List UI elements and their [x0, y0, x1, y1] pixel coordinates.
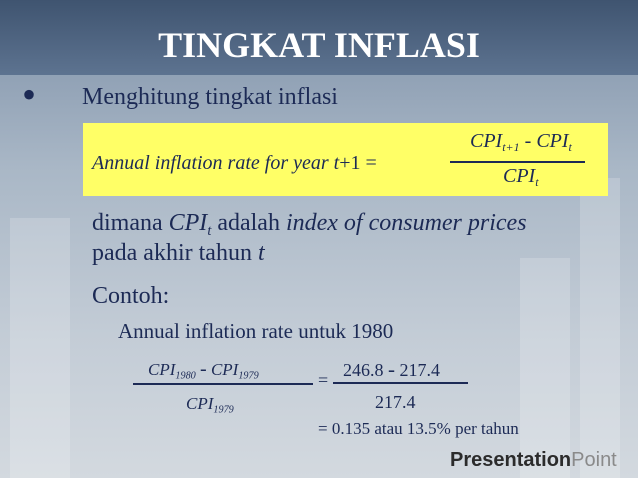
text: pada akhir tahun	[92, 240, 258, 266]
text: adalah	[211, 210, 286, 236]
text: Annual inflation rate for year	[92, 152, 334, 174]
building	[10, 218, 70, 478]
value-denominator: 217.4	[375, 392, 416, 412]
text: dimana	[92, 210, 169, 236]
var: CPI	[168, 210, 208, 236]
example-subheading: Annual inflation rate untuk 1980	[118, 319, 394, 343]
minus: -	[388, 357, 395, 381]
cpi: CPI	[536, 130, 569, 152]
definition-2: pada akhir tahun t	[92, 240, 265, 267]
sub: t	[207, 223, 212, 240]
text: +1 =	[339, 152, 377, 174]
bullet-dot: •	[22, 72, 37, 117]
var: t	[257, 240, 265, 266]
result: = 0.135 atau 13.5% per tahun	[318, 419, 519, 438]
definition: dimana CPIt adalah index of consumer pri…	[92, 210, 527, 240]
sub: t+1	[502, 140, 520, 155]
formula-box	[83, 123, 608, 196]
equals: =	[318, 370, 329, 390]
sub: t	[535, 175, 539, 190]
formula-denominator: CPIt	[503, 165, 539, 190]
title-bar	[0, 0, 638, 75]
minus: -	[524, 130, 532, 152]
fraction-line	[450, 161, 585, 163]
cpi: CPI	[470, 130, 503, 152]
logo-bold: Presentation	[450, 449, 572, 471]
sub: 1979	[213, 404, 234, 416]
sub: t	[568, 140, 572, 155]
sub: 1979	[238, 370, 259, 382]
example-heading: Contoh:	[92, 283, 170, 309]
sub: 1980	[175, 370, 196, 382]
title: TINGKAT INFLASI	[158, 25, 480, 65]
logo: PresentationPoint	[450, 449, 617, 472]
bullet-text: Menghitung tingkat inflasi	[82, 84, 338, 110]
building	[580, 178, 620, 478]
term: index of consumer prices	[285, 210, 527, 236]
value-numerator: 246.8 - 217.4	[343, 357, 440, 382]
cpi: CPI	[148, 360, 176, 379]
formula-lhs: Annual inflation rate for year t+1 =	[92, 152, 377, 175]
minus: -	[200, 358, 207, 380]
example-denominator: CPI1979	[186, 394, 234, 416]
value: 246.8	[343, 360, 384, 380]
var: t	[333, 152, 340, 174]
logo-light: Point	[571, 449, 617, 471]
cpi: CPI	[186, 394, 214, 413]
formula-numerator: CPIt+1 - CPIt	[470, 130, 572, 155]
cpi: CPI	[210, 360, 239, 379]
example-numerator: CPI1980 - CPI1979	[148, 358, 259, 382]
fraction-line	[333, 382, 468, 384]
building	[520, 258, 570, 478]
cpi: CPI	[503, 165, 536, 187]
value: 217.4	[399, 360, 441, 380]
fraction-line	[133, 383, 313, 385]
